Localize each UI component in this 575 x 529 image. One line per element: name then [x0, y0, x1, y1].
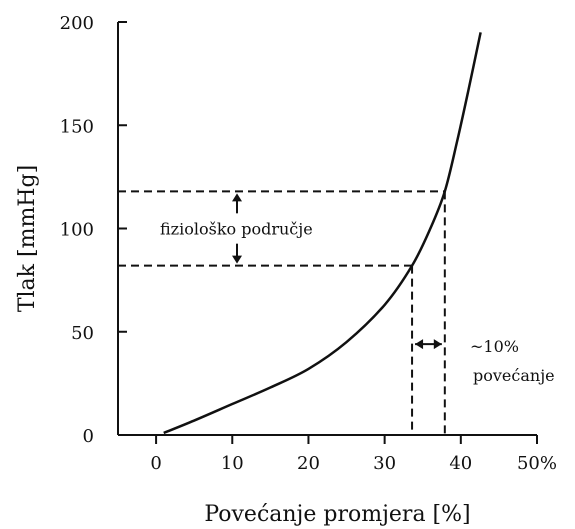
y-axis-ticks: 0 50 100 150 200: [60, 13, 127, 447]
x-tick-label: 50%: [517, 453, 557, 474]
y-tick-label: 100: [60, 220, 94, 241]
x-tick-label: 10: [221, 453, 244, 474]
y-tick-label: 200: [60, 13, 94, 34]
y-tick-label: 150: [60, 116, 94, 137]
increase-value-label: ~10%: [470, 337, 519, 356]
x-axis-ticks: 0 10 20 30 40 50%: [150, 435, 557, 474]
reference-lines: [118, 190, 446, 435]
pressure-diameter-curve: [163, 32, 482, 435]
y-tick-label: 0: [83, 426, 94, 447]
down-arrow-head: [232, 255, 242, 264]
y-tick-label: 50: [71, 323, 94, 344]
x-axis-title: Povećanje promjera [%]: [204, 502, 470, 527]
x-tick-label: 20: [297, 453, 320, 474]
increase-arrow-right-head: [433, 339, 442, 350]
physiological-range-label: fiziološko područje: [160, 220, 313, 239]
up-arrow-head: [232, 193, 242, 202]
annotation-arrows: [232, 193, 442, 350]
increase-arrow-left-head: [415, 339, 424, 350]
y-axis-title: Tlak [mmHg]: [15, 165, 40, 312]
x-tick-label: 40: [449, 453, 472, 474]
increase-word-label: povećanje: [473, 366, 555, 385]
x-tick-label: 0: [150, 453, 161, 474]
x-tick-label: 30: [373, 453, 396, 474]
